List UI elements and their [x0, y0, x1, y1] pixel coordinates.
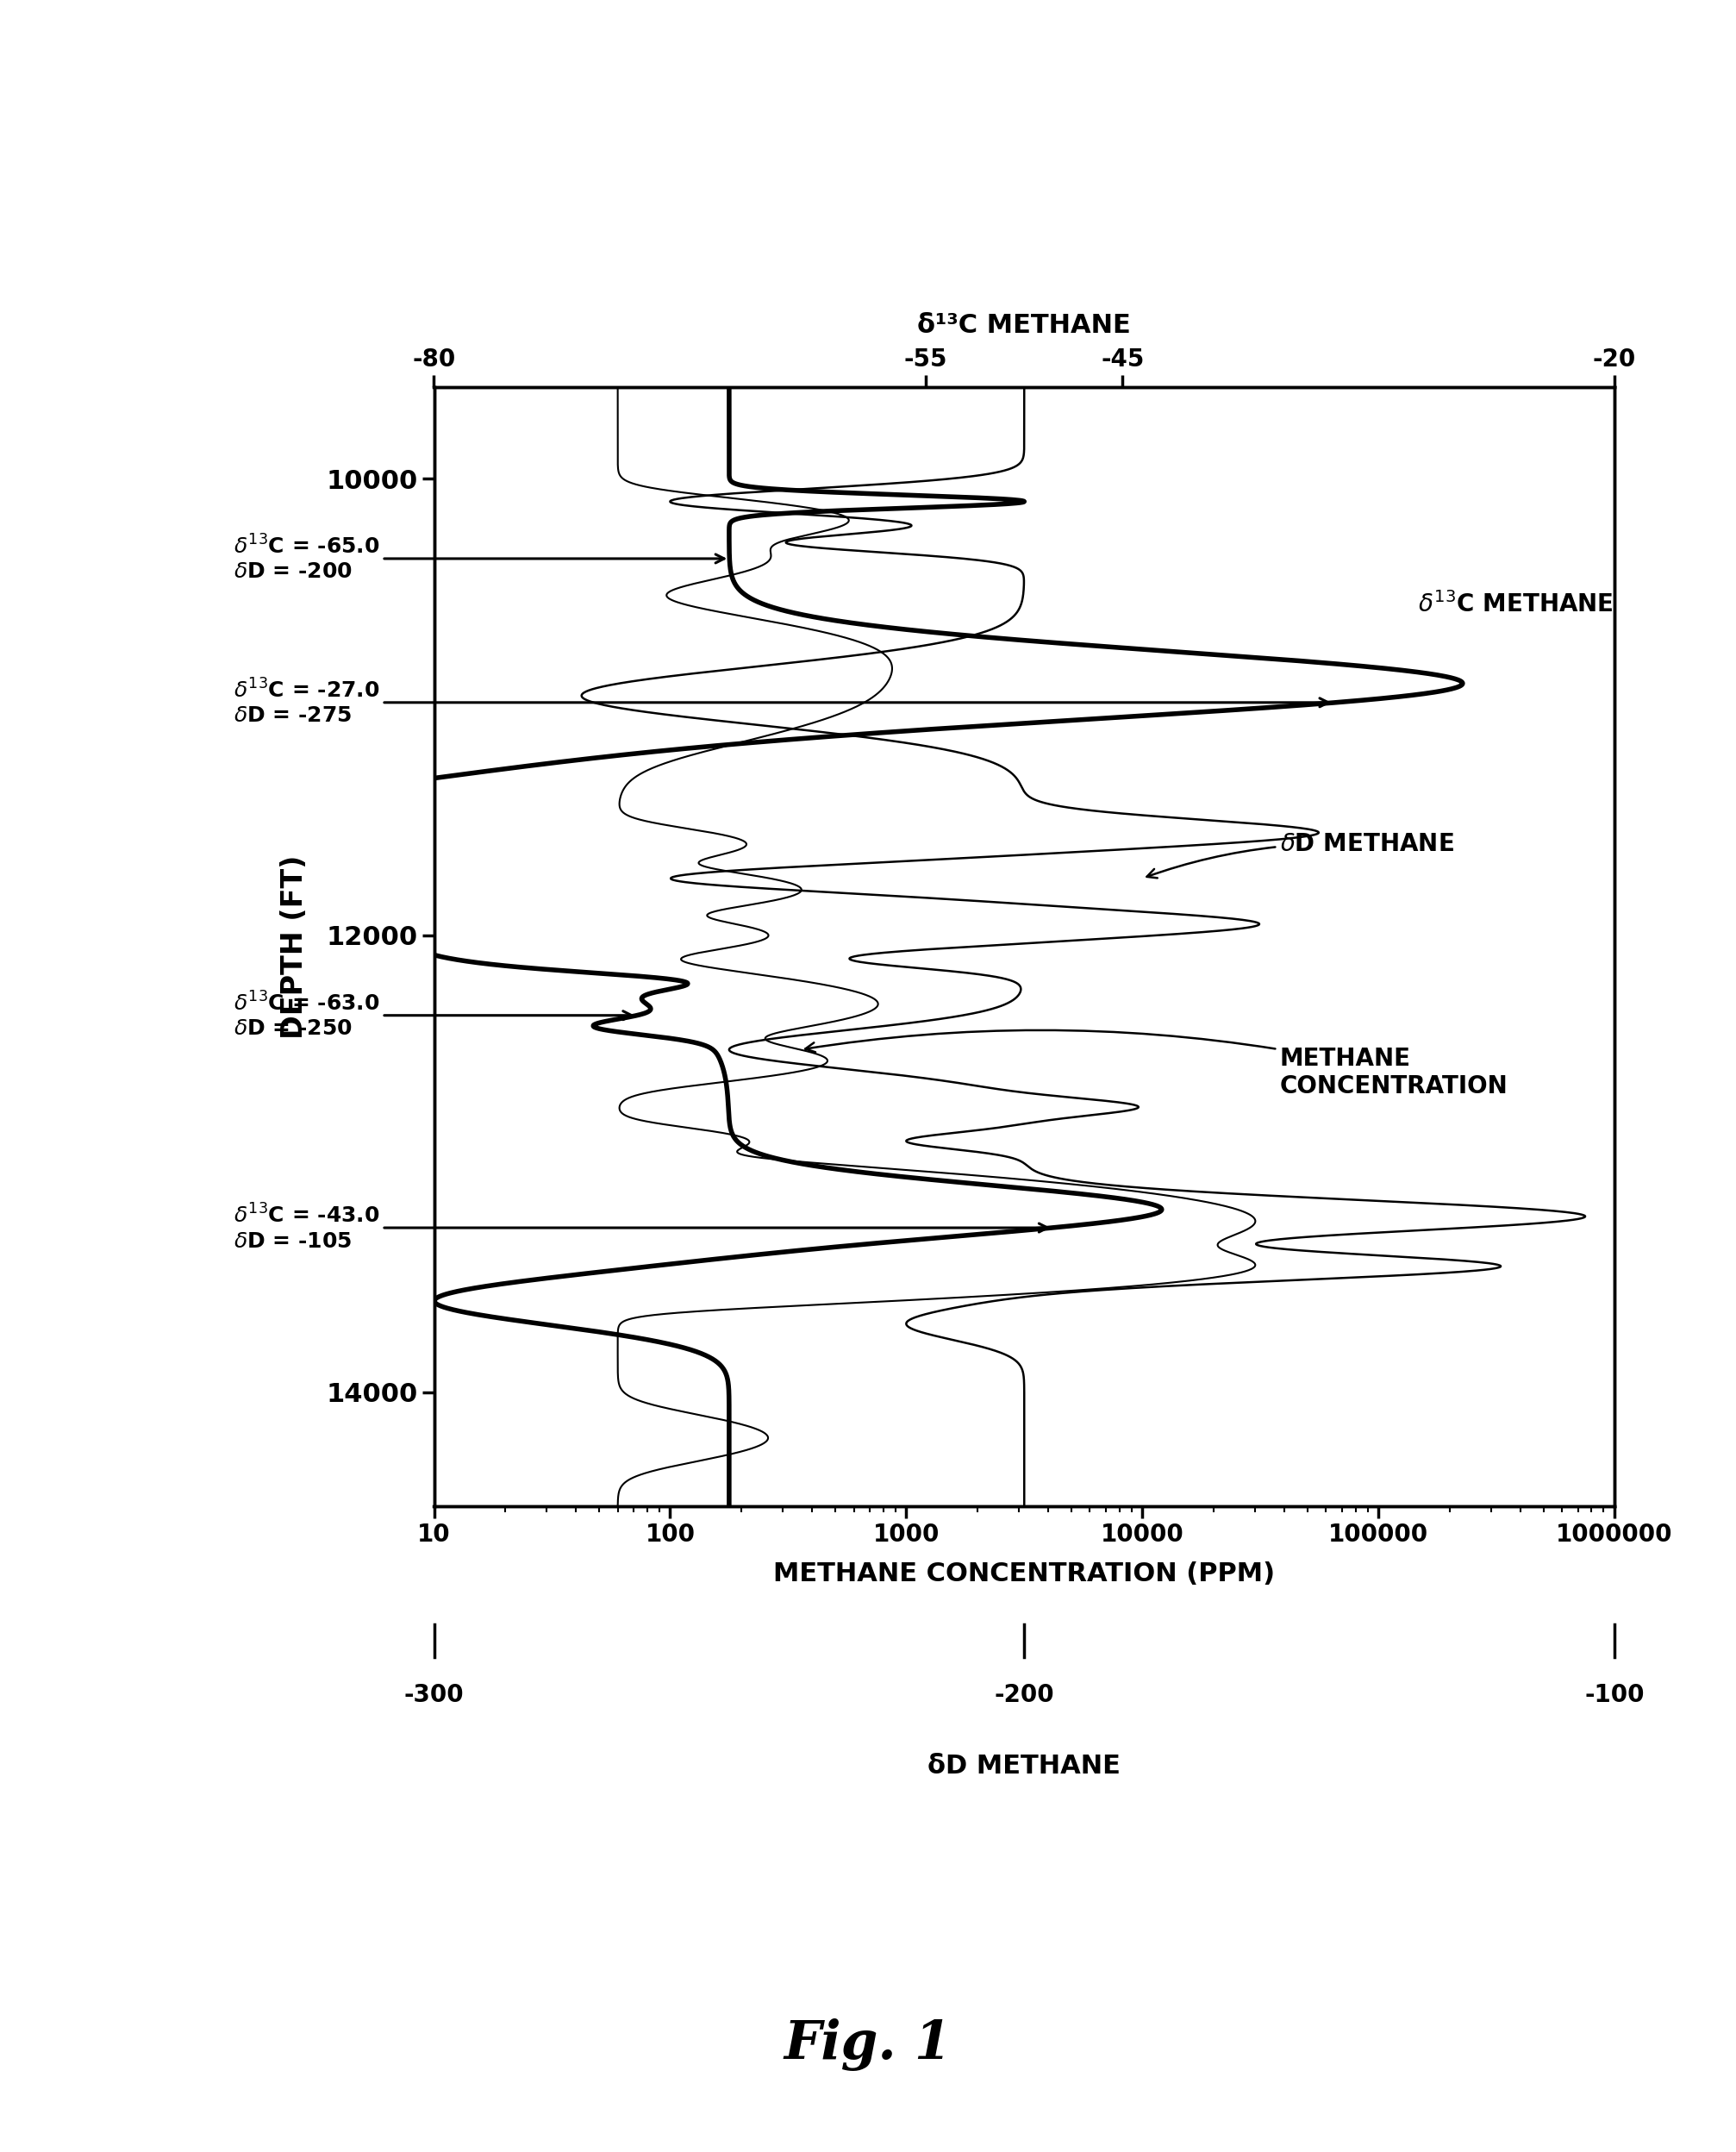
Text: -100: -100 [1585, 1683, 1644, 1707]
Text: δD METHANE: δD METHANE [927, 1754, 1121, 1780]
Text: METHANE
CONCENTRATION: METHANE CONCENTRATION [806, 1031, 1509, 1098]
Text: $\delta^{13}$C METHANE: $\delta^{13}$C METHANE [1418, 592, 1613, 618]
Text: $\delta$D METHANE: $\delta$D METHANE [1147, 833, 1455, 878]
Text: $\delta^{13}$C = -27.0
$\delta$D = -275: $\delta^{13}$C = -27.0 $\delta$D = -275 [233, 678, 1328, 725]
Text: -300: -300 [404, 1683, 464, 1707]
X-axis label: δ¹³C METHANE: δ¹³C METHANE [917, 312, 1132, 338]
Text: $\delta^{13}$C = -65.0
$\delta$D = -200: $\delta^{13}$C = -65.0 $\delta$D = -200 [233, 536, 724, 583]
Text: $\delta^{13}$C = -63.0
$\delta$D = -250: $\delta^{13}$C = -63.0 $\delta$D = -250 [233, 992, 632, 1039]
X-axis label: METHANE CONCENTRATION (PPM): METHANE CONCENTRATION (PPM) [773, 1560, 1276, 1586]
Text: Fig. 1: Fig. 1 [785, 2019, 951, 2070]
Text: $\delta^{13}$C = -43.0
$\delta$D = -105: $\delta^{13}$C = -43.0 $\delta$D = -105 [233, 1205, 1047, 1252]
Text: -200: -200 [995, 1683, 1054, 1707]
Y-axis label: DEPTH (FT): DEPTH (FT) [279, 854, 309, 1039]
